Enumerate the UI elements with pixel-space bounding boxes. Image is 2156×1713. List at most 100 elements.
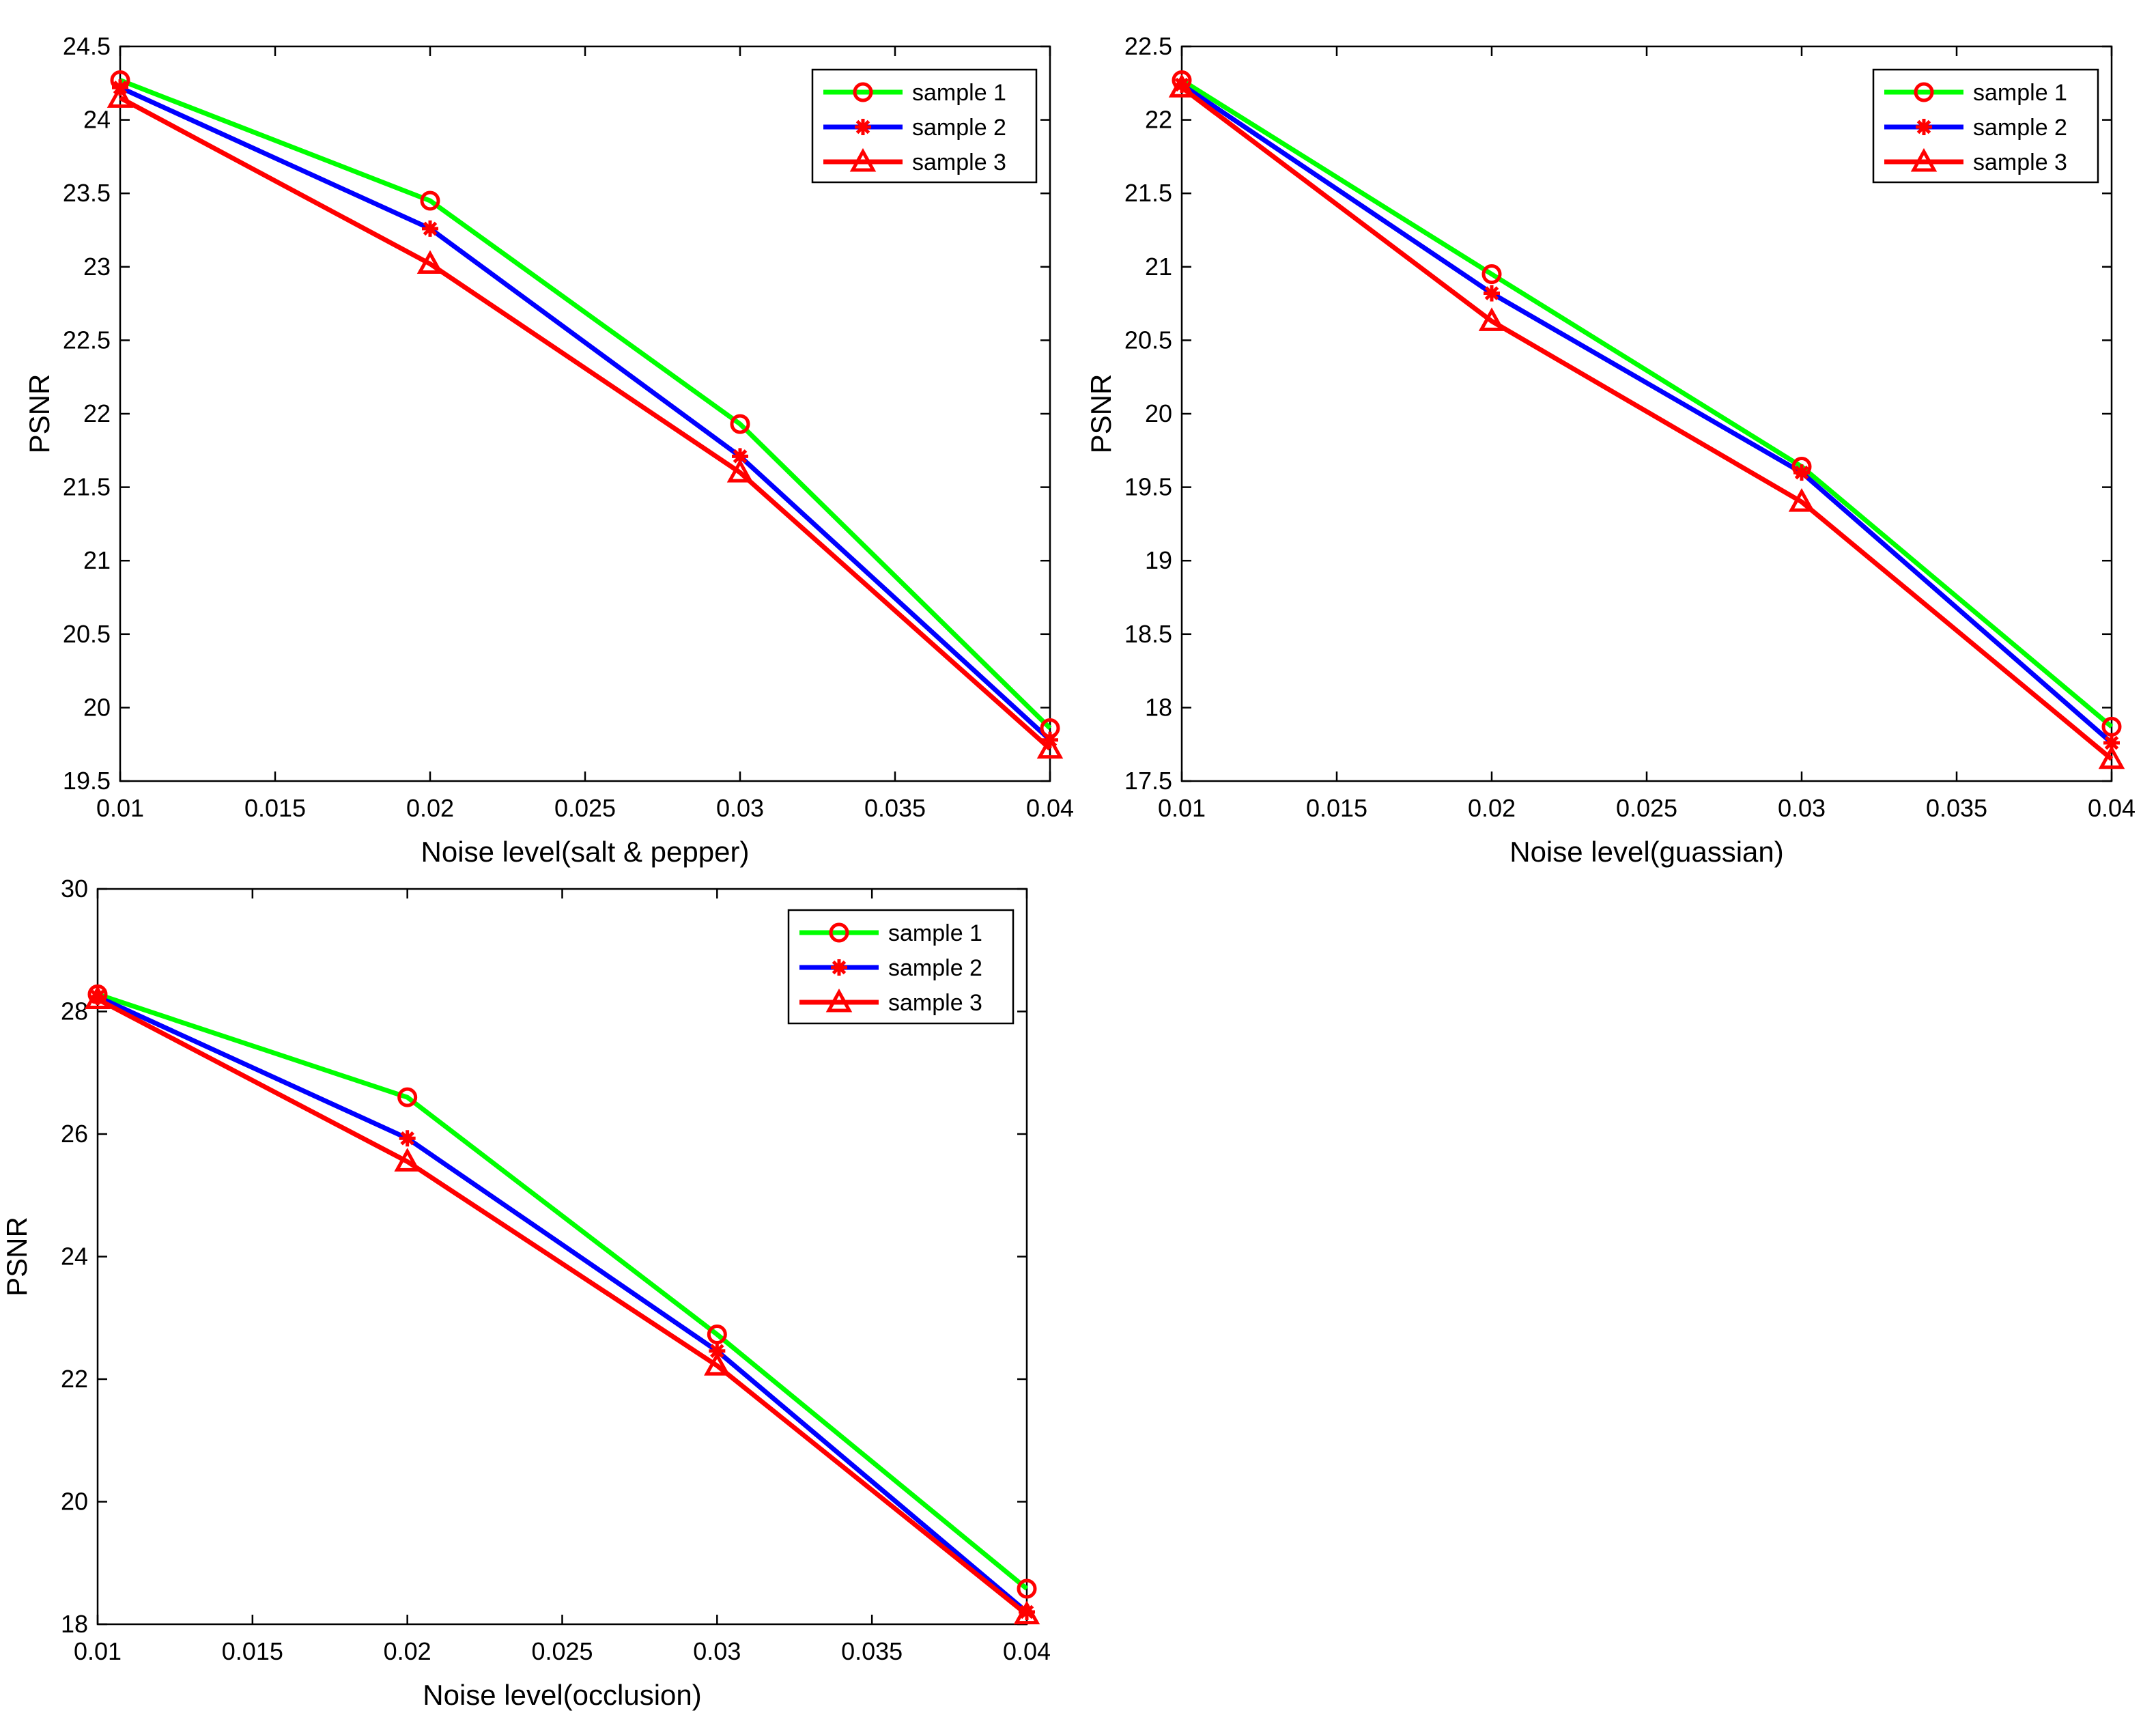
data-point-sample-3 — [84, 985, 111, 1010]
legend-marker-sample-3 — [825, 988, 853, 1013]
data-point-sample-1 — [1017, 1578, 1037, 1599]
y-tick-label: 23.5 — [63, 179, 111, 207]
y-tick-label: 18.5 — [1124, 620, 1172, 648]
legend-entry-label: sample 3 — [888, 990, 982, 1016]
x-tick-label: 0.02 — [384, 1637, 431, 1665]
legend-marker-sample-2 — [1916, 119, 1932, 135]
series-line-sample-1 — [96, 992, 1029, 1591]
series-line-sample-3 — [96, 997, 1029, 1617]
y-axis-label: PSNR — [1, 1217, 33, 1297]
legend-entry-label: sample 2 — [1973, 115, 2067, 141]
data-point-sample-3 — [726, 458, 754, 483]
data-point-sample-2-core — [403, 1134, 412, 1143]
y-tick-label: 22 — [61, 1365, 88, 1393]
legend-marker-sample-2 — [855, 119, 871, 135]
data-point-sample-1 — [1481, 264, 1502, 285]
y-tick-label: 26 — [61, 1120, 88, 1148]
y-tick-label: 18 — [1145, 693, 1172, 721]
data-point-sample-2-core — [426, 224, 434, 233]
y-axis-label: PSNR — [23, 374, 55, 454]
legend-marker-sample-3 — [849, 147, 877, 172]
y-tick-label: 21 — [1145, 253, 1172, 281]
series-line-sample-3 — [1180, 85, 2114, 761]
data-point-sample-3 — [704, 1352, 731, 1376]
series-line-sample-3 — [119, 96, 1052, 751]
data-point-sample-1 — [420, 190, 440, 211]
x-axis-label: Noise level(occlusion) — [423, 1679, 702, 1711]
y-tick-label: 21 — [83, 546, 111, 574]
data-point-sample-3 — [1013, 1600, 1040, 1625]
legend-marker-sample-1 — [1914, 82, 1934, 102]
data-point-sample-3 — [1478, 307, 1505, 331]
data-point-sample-3 — [394, 1148, 421, 1172]
y-tick-label: 20.5 — [1124, 326, 1172, 354]
legend-marker-sample-2 — [831, 959, 847, 976]
x-tick-label: 0.01 — [1158, 794, 1206, 822]
x-tick-label: 0.02 — [1468, 794, 1516, 822]
data-point-sample-2 — [399, 1130, 416, 1147]
series-line-sample-1 — [1180, 78, 2114, 729]
data-point-sample-3 — [416, 250, 444, 274]
series-line-sample-1 — [119, 78, 1052, 731]
data-point-sample-2-core — [713, 1346, 722, 1355]
data-point-sample-1 — [707, 1324, 727, 1344]
legend-entry-label: sample 1 — [1973, 80, 2067, 106]
data-point-sample-3 — [1168, 74, 1195, 98]
legend-entry-label: sample 1 — [888, 920, 982, 946]
y-tick-label: 22.5 — [63, 326, 111, 354]
series-line-sample-2 — [119, 85, 1052, 742]
y-tick-label: 21.5 — [63, 473, 111, 501]
data-point-sample-2-core — [1488, 289, 1496, 298]
x-tick-label: 0.03 — [716, 794, 764, 822]
legend-entry-label: sample 1 — [912, 80, 1006, 106]
x-tick-label: 0.015 — [244, 794, 306, 822]
data-point-sample-2 — [2103, 735, 2120, 752]
data-point-sample-1 — [397, 1087, 418, 1107]
chart-panel-3: 0.01 0.015 0.02 0.025 0.03 0.035 0.04 18 20 22 24 2… — [1, 875, 1051, 1711]
legend-marker-sample-3 — [1910, 147, 1938, 172]
legend-marker-sample-1 — [853, 82, 873, 102]
series-line-sample-2 — [1180, 83, 2114, 745]
legend: sample 1 sample 2 sample 3 — [1872, 68, 2099, 184]
y-tick-label: 22 — [1145, 106, 1172, 134]
legend-marker-sample-1 — [829, 922, 849, 943]
y-tick-label: 30 — [61, 875, 88, 903]
y-tick-label: 24 — [61, 1243, 88, 1271]
data-point-sample-3 — [107, 84, 134, 108]
data-point-sample-3 — [1036, 735, 1064, 759]
x-tick-label: 0.015 — [222, 1637, 283, 1665]
data-point-sample-3 — [1788, 487, 1815, 512]
data-point-sample-2-core — [1798, 468, 1806, 477]
y-tick-label: 20 — [83, 693, 111, 721]
x-tick-label: 0.035 — [1926, 794, 1987, 822]
legend-entry-label: sample 2 — [888, 955, 982, 981]
x-tick-label: 0.025 — [1616, 794, 1677, 822]
y-tick-label: 24.5 — [63, 32, 111, 60]
y-tick-label: 20 — [1145, 399, 1172, 427]
chart-panel-1: 0.01 0.015 0.02 0.025 0.03 0.035 0.04 19.5 20 20.… — [23, 32, 1074, 868]
data-point-sample-3 — [2098, 745, 2125, 769]
legend: sample 1 sample 2 sample 3 — [811, 68, 1038, 184]
data-point-sample-1 — [730, 414, 750, 434]
y-tick-label: 20 — [61, 1488, 88, 1516]
x-tick-label: 0.04 — [1026, 794, 1074, 822]
legend-marker-sample-2-core — [835, 963, 843, 972]
legend-entry-label: sample 2 — [912, 115, 1006, 141]
x-tick-label: 0.02 — [406, 794, 454, 822]
x-tick-label: 0.035 — [864, 794, 926, 822]
series-line-sample-2 — [96, 994, 1029, 1614]
x-tick-label: 0.01 — [96, 794, 144, 822]
y-tick-label: 18 — [61, 1610, 88, 1638]
y-tick-label: 19.5 — [1124, 473, 1172, 501]
y-axis-label: PSNR — [1085, 374, 1117, 454]
x-tick-label: 0.03 — [693, 1637, 741, 1665]
legend-marker-sample-2-core — [1920, 123, 1928, 131]
data-point-sample-2 — [1793, 464, 1810, 481]
data-point-sample-2 — [709, 1342, 726, 1359]
x-tick-label: 0.04 — [2088, 794, 2136, 822]
x-tick-label: 0.01 — [74, 1637, 122, 1665]
data-point-sample-2-core — [2108, 739, 2116, 748]
legend-entry-label: sample 3 — [912, 150, 1006, 175]
